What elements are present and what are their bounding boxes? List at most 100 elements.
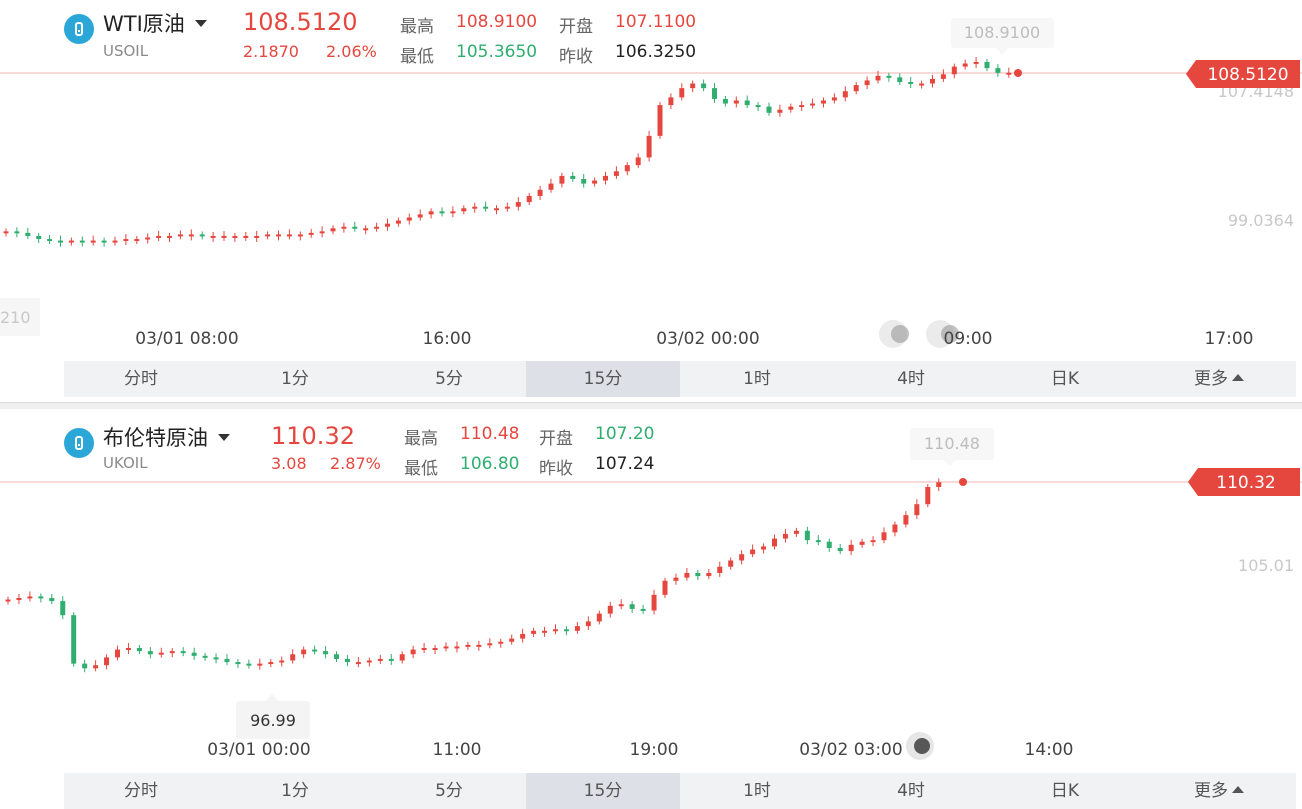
tab-1min[interactable]: 1分 bbox=[281, 781, 309, 801]
candle bbox=[848, 544, 854, 552]
candle bbox=[410, 649, 416, 655]
tab-5min[interactable]: 5分 bbox=[435, 369, 463, 389]
x-axis-label: 03/01 00:00 bbox=[207, 740, 310, 760]
tab-5min[interactable]: 5分 bbox=[435, 781, 463, 801]
candle bbox=[712, 88, 717, 99]
tab-4hour[interactable]: 4时 bbox=[897, 369, 925, 389]
candle bbox=[559, 175, 565, 184]
candle bbox=[115, 649, 120, 658]
high-label: 最高 bbox=[400, 17, 434, 37]
candle bbox=[690, 83, 696, 89]
symbol-selector[interactable]: WTI原油 bbox=[103, 8, 207, 38]
candle bbox=[385, 223, 390, 227]
peak-tag: 108.9100 bbox=[951, 18, 1054, 55]
tab-timeshare[interactable]: 分时 bbox=[124, 781, 158, 801]
candle bbox=[38, 596, 44, 599]
symbol-selector[interactable]: 布伦特原油 bbox=[103, 422, 230, 452]
candle bbox=[875, 75, 881, 81]
svg-text:108.5120: 108.5120 bbox=[1207, 65, 1288, 85]
candle bbox=[548, 183, 554, 190]
x-axis-label: 03/02 00:00 bbox=[656, 329, 759, 349]
prev-close-label: 昨收 bbox=[559, 47, 593, 67]
candle bbox=[592, 180, 598, 184]
candlestick-chart[interactable]: 110.48 105.01 96.99 03/01 00:00 11:00 19… bbox=[0, 408, 1302, 768]
candle bbox=[635, 157, 641, 166]
candle bbox=[859, 541, 865, 545]
candle bbox=[537, 189, 543, 196]
candles bbox=[3, 56, 1012, 247]
candle bbox=[799, 105, 805, 108]
candle bbox=[112, 240, 118, 243]
candle bbox=[428, 211, 434, 215]
timeframe-tabs: 分时 1分 5分 15分 1时 4时 日K 更多 bbox=[64, 361, 1296, 397]
candle bbox=[472, 206, 478, 209]
tab-1hour[interactable]: 1时 bbox=[743, 369, 771, 389]
candle bbox=[487, 643, 493, 646]
y-axis-label: 210 bbox=[0, 308, 31, 327]
candle bbox=[504, 206, 510, 209]
current-price-dot bbox=[959, 478, 967, 486]
candle bbox=[679, 88, 685, 98]
candle bbox=[224, 658, 230, 663]
tab-1min[interactable]: 1分 bbox=[281, 369, 309, 389]
tab-15min[interactable]: 15分 bbox=[526, 361, 680, 397]
candle bbox=[363, 228, 369, 231]
candle bbox=[25, 232, 31, 236]
candle bbox=[837, 547, 843, 552]
candle bbox=[265, 234, 271, 237]
candle bbox=[406, 217, 412, 221]
tab-15min[interactable]: 15分 bbox=[526, 773, 680, 809]
candle bbox=[341, 226, 347, 229]
current-price-dot bbox=[1014, 69, 1022, 77]
candle bbox=[531, 630, 537, 634]
low-value: 106.80 bbox=[460, 454, 520, 474]
candle bbox=[668, 97, 674, 106]
candle bbox=[388, 658, 394, 661]
candle bbox=[36, 235, 42, 240]
candle bbox=[788, 106, 794, 110]
candle bbox=[526, 195, 532, 203]
candle bbox=[210, 235, 216, 238]
event-markers[interactable] bbox=[879, 320, 959, 348]
candle bbox=[191, 652, 197, 656]
candle bbox=[58, 240, 63, 243]
caret-up-icon bbox=[1232, 786, 1244, 793]
candle bbox=[90, 240, 96, 243]
tab-more[interactable]: 更多 bbox=[1142, 361, 1296, 397]
symbol-name: WTI原油 bbox=[103, 12, 185, 36]
tab-daily[interactable]: 日K bbox=[1050, 369, 1080, 389]
candle bbox=[657, 105, 663, 136]
candle bbox=[563, 629, 569, 632]
tab-daily[interactable]: 日K bbox=[1050, 781, 1080, 801]
candle bbox=[772, 538, 777, 547]
candle bbox=[613, 171, 619, 176]
candle bbox=[221, 235, 227, 238]
candle bbox=[169, 651, 175, 654]
candle bbox=[366, 660, 372, 663]
tab-timeshare[interactable]: 分时 bbox=[124, 369, 158, 389]
candle bbox=[940, 74, 946, 79]
candle bbox=[695, 572, 701, 577]
open-label: 开盘 bbox=[559, 17, 593, 37]
candle bbox=[136, 648, 142, 652]
candle bbox=[701, 83, 707, 89]
candle bbox=[581, 178, 587, 184]
candlestick-chart[interactable]: 108.9100 107.4148 99.0364 210 03/01 08:0… bbox=[0, 0, 1302, 360]
open-value: 107.1100 bbox=[615, 12, 697, 32]
candle bbox=[995, 68, 1001, 73]
candle bbox=[826, 541, 832, 548]
event-markers[interactable] bbox=[906, 732, 934, 760]
tab-4hour[interactable]: 4时 bbox=[897, 781, 925, 801]
high-value: 110.48 bbox=[460, 424, 520, 444]
svg-text:110.32: 110.32 bbox=[1216, 473, 1275, 493]
candle bbox=[188, 234, 194, 237]
tab-1hour[interactable]: 1时 bbox=[743, 781, 771, 801]
tab-more[interactable]: 更多 bbox=[1142, 773, 1296, 809]
candle bbox=[352, 226, 358, 229]
caret-down-icon bbox=[194, 20, 207, 27]
low-value: 105.3650 bbox=[456, 42, 538, 62]
low-tag: 96.99 bbox=[236, 694, 310, 739]
x-axis-label: 03/02 03:00 bbox=[799, 740, 902, 760]
x-axis-label: 17:00 bbox=[1205, 329, 1254, 349]
open-value: 107.20 bbox=[595, 424, 655, 444]
